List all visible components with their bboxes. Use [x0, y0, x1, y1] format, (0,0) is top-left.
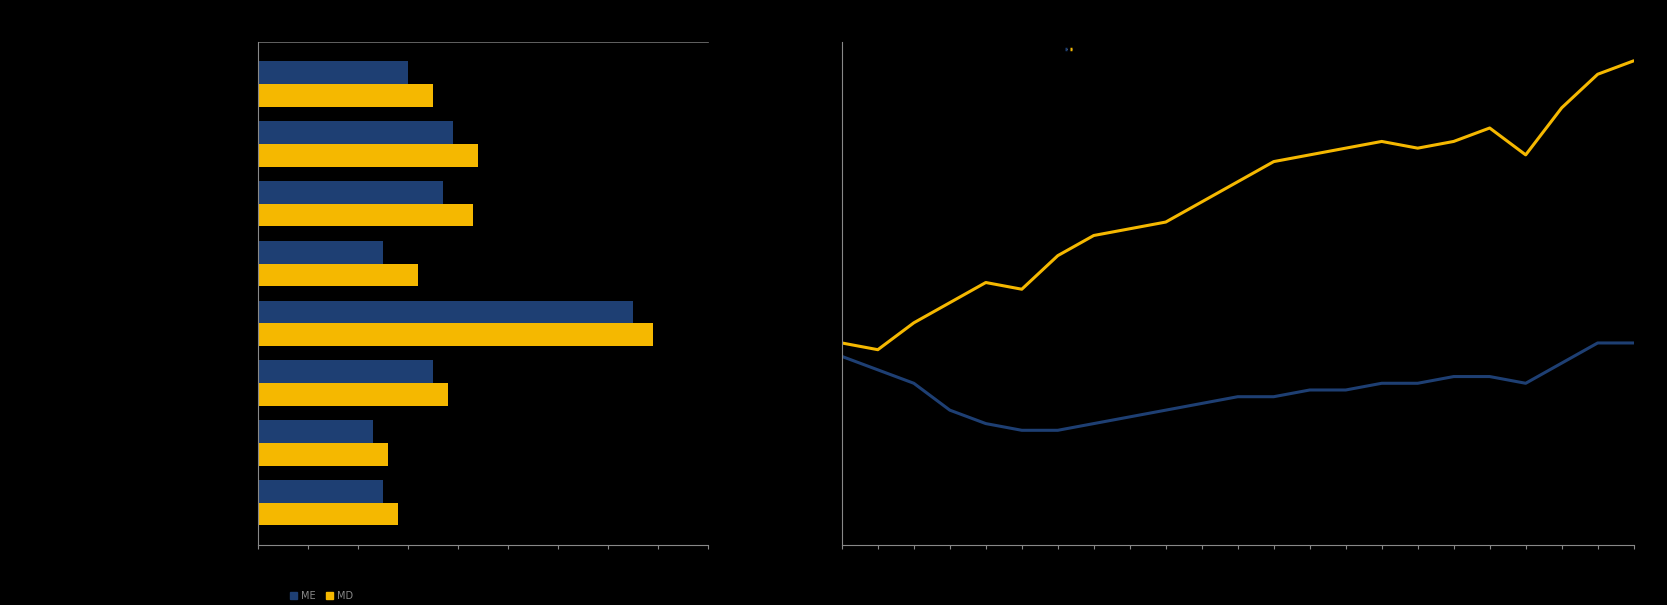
Bar — [258, 204, 473, 226]
Bar — [258, 241, 383, 264]
Bar — [258, 301, 633, 323]
Bar — [258, 264, 418, 286]
Bar — [258, 121, 453, 144]
Bar — [258, 443, 388, 466]
Legend: ME, MD: ME, MD — [1064, 48, 1075, 50]
Bar — [258, 503, 398, 525]
Legend: ME, MD: ME, MD — [285, 587, 357, 605]
Bar — [258, 84, 433, 107]
Bar — [258, 420, 373, 443]
Bar — [258, 323, 653, 346]
Bar — [258, 181, 443, 204]
Bar — [258, 361, 433, 383]
Bar — [258, 383, 448, 406]
Bar — [258, 62, 408, 84]
Bar — [258, 480, 383, 503]
Bar — [258, 144, 478, 167]
